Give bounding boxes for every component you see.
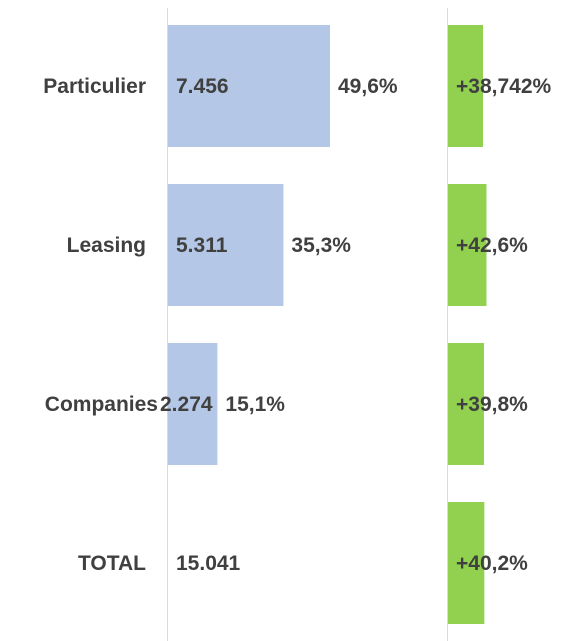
growth-bar [448, 25, 484, 147]
category-label: Particulier [43, 75, 146, 98]
growth-bar [448, 502, 485, 624]
volume-label: 5.311 [176, 234, 228, 257]
category-label: TOTAL [78, 552, 146, 575]
category-label: Leasing [67, 234, 146, 257]
volume-bar [168, 184, 284, 306]
growth-label: +39,8% [456, 393, 528, 416]
category-label: Companies [45, 393, 158, 416]
volume-label: 15.041 [176, 552, 241, 575]
growth-bar [448, 184, 487, 306]
growth-bar [448, 343, 484, 465]
volume-label: 2.274 [160, 393, 213, 416]
share-label: 49,6% [338, 75, 398, 98]
share-label: 35,3% [291, 234, 351, 257]
volume-label: 7.456 [176, 75, 229, 98]
volume-bar [168, 25, 330, 147]
share-label: 15,1% [225, 393, 285, 416]
growth-label: +38,742% [456, 75, 551, 98]
volume-bar [168, 343, 218, 465]
growth-label: +42,6% [456, 234, 528, 257]
growth-label: +40,2% [456, 552, 528, 575]
